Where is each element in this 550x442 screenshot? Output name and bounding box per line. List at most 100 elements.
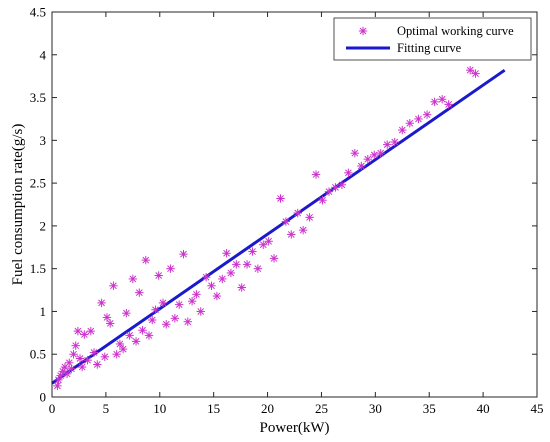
legend-label-fit: Fitting curve — [397, 41, 462, 55]
scatter-point — [405, 119, 415, 128]
scatter-point — [183, 317, 192, 326]
scatter-point — [71, 341, 80, 350]
scatter-point — [100, 352, 110, 361]
scatter-point — [370, 150, 379, 160]
y-tick-label: 0.5 — [30, 347, 46, 362]
x-axis-title: Power(kW) — [260, 420, 330, 436]
scatter-point — [131, 337, 141, 346]
scatter-point — [179, 249, 188, 259]
scatter-point — [144, 331, 154, 340]
scatter-point — [471, 69, 480, 78]
scatter-point — [128, 274, 138, 284]
scatter-point — [259, 240, 268, 249]
scatter-point — [237, 283, 246, 292]
scatter-point — [148, 315, 157, 325]
scatter-point — [218, 274, 227, 284]
scatter-point — [248, 247, 257, 256]
scatter-point — [83, 356, 92, 365]
y-tick-label: 4 — [40, 47, 47, 62]
legend-asterisk — [358, 26, 368, 36]
scatter-point — [75, 354, 85, 363]
scatter-point — [222, 249, 231, 258]
scatter-point — [166, 264, 175, 273]
y-tick-label: 1 — [40, 304, 47, 319]
x-tick-label: 5 — [103, 401, 110, 416]
x-tick-label: 15 — [207, 401, 220, 416]
scatter-point — [80, 330, 89, 339]
scatter-point — [437, 95, 447, 104]
scatter-point — [135, 288, 144, 297]
x-tick-label: 45 — [531, 401, 544, 416]
scatter-point — [287, 230, 296, 239]
scatter-point — [118, 344, 128, 354]
scatter-point — [158, 298, 168, 308]
scatter-point — [141, 255, 150, 265]
scatter-point — [65, 358, 74, 367]
scatter-point — [305, 213, 314, 222]
scatter-point — [89, 348, 99, 357]
scatter-point — [154, 271, 163, 280]
plot-area — [52, 12, 537, 397]
scatter-point — [253, 264, 263, 273]
plot-frame — [51, 11, 538, 398]
x-tick-label: 20 — [261, 401, 274, 416]
y-tick-label: 2 — [40, 218, 47, 233]
legend-label-scatter: Optimal working curve — [397, 24, 514, 38]
scatter-point — [115, 339, 125, 349]
x-tick-label: 25 — [315, 401, 328, 416]
scatter-point — [112, 350, 121, 359]
y-tick-label: 3 — [40, 133, 47, 148]
scatter-point — [226, 268, 236, 278]
scatter-point — [242, 260, 252, 269]
scatter-point — [174, 300, 184, 309]
scatter-point — [86, 326, 95, 336]
legend: Optimal working curve Fitting curve — [333, 17, 532, 61]
y-tick-label: 3.5 — [30, 90, 46, 105]
scatter-point — [344, 168, 353, 178]
scatter-point — [390, 137, 399, 147]
x-tick-label: 30 — [369, 401, 382, 416]
scatter-point — [62, 369, 72, 379]
scatter-point — [376, 148, 385, 158]
scatter-point — [444, 100, 453, 109]
scatter-point — [53, 381, 62, 391]
y-axis-title: Fuel consumption rate(g/s) — [10, 124, 26, 286]
scatter-point — [109, 281, 118, 290]
scatter-point — [122, 308, 131, 318]
scatter-point — [331, 183, 340, 192]
scatter-point — [398, 125, 407, 135]
x-tick-label: 35 — [423, 401, 436, 416]
scatter-point — [93, 360, 102, 369]
scatter-point — [151, 305, 160, 314]
scatter-point — [67, 364, 76, 373]
legend-box — [333, 17, 532, 61]
scatter-point — [69, 350, 78, 359]
scatter-point — [363, 154, 372, 164]
scatter-point — [196, 307, 205, 316]
scatter-point — [73, 326, 83, 336]
y-tick-label: 0 — [40, 390, 47, 405]
scatter-point — [382, 140, 392, 149]
scatter-point — [162, 320, 171, 329]
scatter-point — [102, 313, 112, 322]
x-axis: 0 5 10 15 20 25 30 35 40 45 — [49, 12, 544, 416]
scatter-point — [414, 114, 423, 124]
scatter-point — [324, 187, 334, 196]
x-tick-label: 40 — [477, 401, 490, 416]
scatter-point — [311, 170, 321, 179]
scatter-point — [138, 326, 147, 335]
legend-scatter-marker — [358, 26, 368, 36]
scatter-point — [97, 298, 106, 308]
scatter-point — [357, 161, 366, 171]
data-marks — [51, 65, 506, 391]
scatter-point — [281, 217, 291, 226]
scatter-point — [293, 208, 302, 218]
scatter-point — [77, 362, 87, 372]
scatter-point — [422, 110, 432, 119]
y-axis: 0 0.5 1 1.5 2 2.5 3 3.5 4 4.5 — [30, 5, 537, 405]
scatter-point — [465, 65, 475, 75]
scatter-point — [212, 291, 222, 301]
scatter-point — [106, 319, 115, 328]
scatter-point — [298, 225, 308, 235]
